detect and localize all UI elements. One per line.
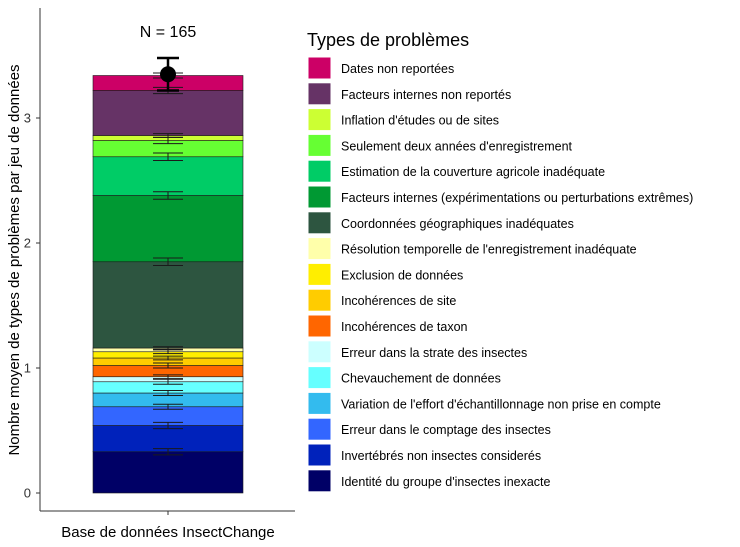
legend-item: Erreur dans le comptage des insectes <box>307 417 551 441</box>
legend-item: Seulement deux années d'enregistrement <box>307 133 573 157</box>
legend-swatch <box>307 133 332 157</box>
segment-error-bar <box>153 421 183 430</box>
bar-segment <box>92 156 244 196</box>
segment-error-bar <box>153 448 183 456</box>
legend-label: Exclusion de données <box>341 268 463 282</box>
segment-error-bar <box>153 374 183 380</box>
legend-swatch <box>307 443 332 467</box>
legend-item: Dates non reportées <box>307 56 454 80</box>
legend-item: Exclusion de données <box>307 262 463 286</box>
y-tick-label: 0 <box>24 486 31 501</box>
legend-label: Inflation d'études ou de sites <box>341 114 499 128</box>
sample-size-annotation: N = 165 <box>140 24 197 41</box>
legend-item: Erreur dans la strate des insectes <box>307 340 527 364</box>
segment-error-bar <box>153 390 183 396</box>
segment-error-bar <box>153 152 183 161</box>
legend-swatch <box>307 82 332 106</box>
legend-label: Dates non reportées <box>341 62 454 76</box>
legend-label: Coordonnées géographiques inadéquates <box>341 217 574 231</box>
legend-title: Types de problèmes <box>307 30 469 50</box>
segment-error-bar <box>153 257 183 266</box>
legend-item: Incohérences de site <box>307 288 456 312</box>
legend: Types de problèmes Dates non reportées Fa… <box>307 30 693 493</box>
segment-error-bar <box>153 133 183 138</box>
bar-segment <box>92 195 244 263</box>
legend-swatch <box>307 417 332 441</box>
legend-label: Erreur dans la strate des insectes <box>341 346 527 360</box>
legend-item: Variation de l'effort d'échantillonnage … <box>307 391 661 415</box>
legend-label: Seulement deux années d'enregistrement <box>341 139 573 153</box>
legend-item: Facteurs internes (expérimentations ou p… <box>307 185 693 209</box>
legend-item: Incohérences de taxon <box>307 314 468 338</box>
legend-item: Coordonnées géographiques inadéquates <box>307 211 574 235</box>
segment-error-bar <box>153 349 183 355</box>
plot-area <box>92 56 244 494</box>
legend-label: Invertébrés non insectes considerés <box>341 449 541 463</box>
legend-swatch <box>307 366 332 390</box>
legend-swatch <box>307 314 332 338</box>
legend-label: Estimation de la couverture agricole ina… <box>341 165 605 179</box>
legend-item: Identité du groupe d'insectes inexacte <box>307 469 551 493</box>
legend-label: Variation de l'effort d'échantillonnage … <box>341 397 661 411</box>
bar-segment <box>92 261 244 349</box>
legend-swatch <box>307 211 332 235</box>
legend-swatch <box>307 340 332 364</box>
segment-error-bar <box>153 403 183 410</box>
legend-label: Erreur dans le comptage des insectes <box>341 423 551 437</box>
legend-item: Résolution temporelle de l'enregistremen… <box>307 237 637 261</box>
segment-error-bar <box>153 191 183 200</box>
axes: Nombre moyen de types de problèmes par j… <box>6 8 295 541</box>
legend-label: Chevauchement de données <box>341 372 501 386</box>
legend-item: Facteurs internes non reportés <box>307 82 511 106</box>
segment-error-bar <box>153 346 183 350</box>
legend-item: Inflation d'études ou de sites <box>307 108 499 132</box>
legend-label: Identité du groupe d'insectes inexacte <box>341 475 551 489</box>
y-axis-label: Nombre moyen de types de problèmes par j… <box>6 64 23 455</box>
legend-swatch <box>307 159 332 183</box>
legend-swatch <box>307 288 332 312</box>
legend-swatch <box>307 56 332 80</box>
legend-swatch <box>307 108 332 132</box>
legend-item: Estimation de la couverture agricole ina… <box>307 159 605 183</box>
legend-label: Facteurs internes (expérimentations ou p… <box>341 191 693 205</box>
legend-item: Chevauchement de données <box>307 366 501 390</box>
segment-error-bar <box>153 355 183 361</box>
legend-item: Invertébrés non insectes considerés <box>307 443 541 467</box>
total-mean-point <box>160 66 176 83</box>
legend-swatch <box>307 262 332 286</box>
legend-label: Incohérences de taxon <box>341 320 468 334</box>
legend-swatch <box>307 469 332 493</box>
legend-swatch <box>307 391 332 415</box>
legend-label: Résolution temporelle de l'enregistremen… <box>341 243 637 257</box>
legend-swatch <box>307 185 332 209</box>
y-tick-label: 2 <box>24 236 31 251</box>
legend-label: Facteurs internes non reportés <box>341 88 511 102</box>
x-category-label: Base de données InsectChange <box>61 524 275 541</box>
legend-label: Incohérences de site <box>341 294 456 308</box>
bar-segment <box>92 90 244 136</box>
y-tick-label: 3 <box>24 111 31 126</box>
segment-error-bar <box>153 378 183 385</box>
bar-segment <box>92 451 244 494</box>
legend-swatch <box>307 237 332 261</box>
y-tick-label: 1 <box>24 361 31 376</box>
bar-segment <box>92 425 244 453</box>
segment-error-bar <box>153 362 183 369</box>
